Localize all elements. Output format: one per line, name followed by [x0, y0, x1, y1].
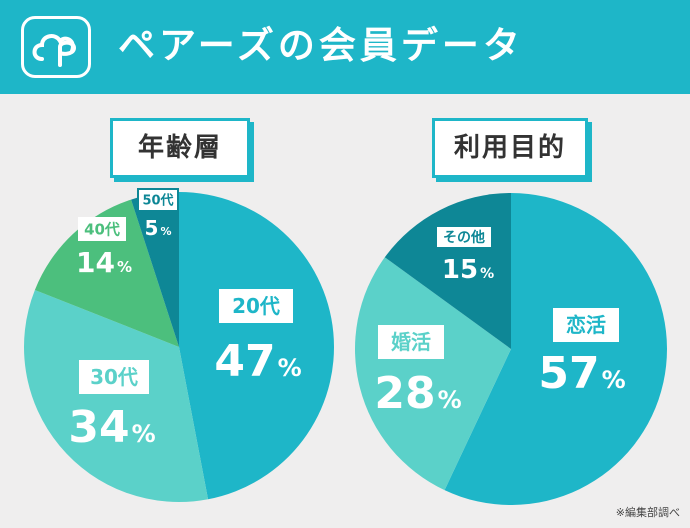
label-box	[137, 188, 179, 212]
slice-value-label: 15%	[442, 255, 494, 285]
slice-label: 20代 47%	[214, 289, 302, 387]
slice-label: 恋活 57%	[538, 308, 626, 399]
purpose-chart-title: 利用目的	[432, 118, 588, 178]
slice-value-label: 14%	[76, 246, 132, 279]
source-note: ※編集部調べ	[615, 506, 680, 519]
slice-value-label: 5%	[145, 216, 172, 240]
pie-slice	[179, 192, 334, 500]
slice-category-label: 恋活	[566, 313, 606, 337]
pairs-cloud-logo-icon	[21, 16, 91, 78]
age-chart-title: 年齢層	[110, 118, 250, 178]
slice-value-label: 28%	[374, 368, 461, 419]
slice-label: 婚活 28%	[374, 325, 462, 419]
label-box	[78, 217, 126, 241]
pie-slice	[34, 199, 179, 347]
label-box	[79, 360, 149, 394]
page-title: ペアーズの会員データ	[118, 24, 524, 67]
slice-category-label: その他	[443, 229, 485, 246]
label-box	[378, 325, 444, 359]
slice-category-label: 30代	[90, 365, 138, 389]
slice-value-label: 34%	[68, 402, 155, 453]
pie-slice	[444, 193, 667, 505]
slice-value-label: 57%	[538, 348, 625, 399]
header-banner: ペアーズの会員データ	[0, 0, 690, 94]
pie-slice	[354, 257, 511, 491]
slice-category-label: 婚活	[391, 330, 431, 354]
slice-label: その他 15%	[435, 225, 494, 285]
slice-category-label: 50代	[142, 193, 173, 209]
label-box	[553, 308, 619, 342]
pie-slice	[131, 192, 179, 347]
slice-value-label: 47%	[214, 336, 301, 387]
label-box	[435, 225, 493, 249]
slice-category-label: 40代	[84, 220, 120, 238]
pie-slice	[24, 289, 209, 502]
label-box	[219, 289, 293, 323]
slice-category-label: 20代	[232, 294, 280, 318]
slice-label: 30代 34%	[68, 360, 156, 453]
